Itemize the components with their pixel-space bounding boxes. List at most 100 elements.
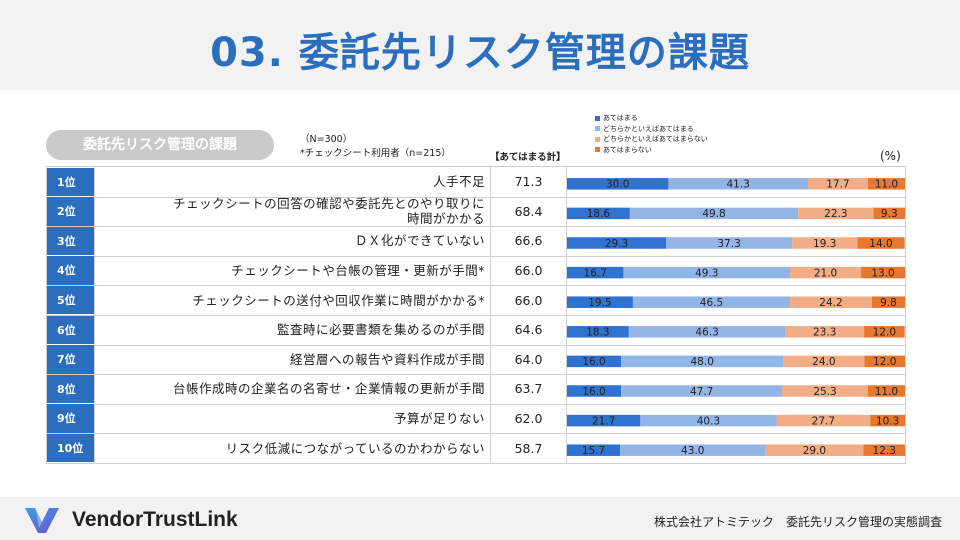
bar-segment bbox=[807, 178, 868, 190]
row-divider bbox=[47, 433, 905, 435]
issue-label-line: 予算が足りない bbox=[393, 411, 485, 427]
bar-value-label: 37.3 bbox=[717, 238, 740, 250]
row-divider bbox=[47, 374, 905, 376]
legend-label: どちらかといえばあてはまる bbox=[603, 124, 694, 133]
bar-value-label: 47.7 bbox=[690, 386, 713, 398]
bar-value-label: 13.0 bbox=[871, 267, 894, 279]
legend-swatch bbox=[595, 126, 600, 132]
issue-label-line: 人手不足 bbox=[432, 174, 485, 190]
issue-label-line: 経営層への報告や資料作成が手間 bbox=[289, 351, 485, 367]
rank-cell: 4位 bbox=[47, 256, 94, 285]
legend-item: どちらかといえばあてはまる bbox=[595, 124, 708, 135]
bar-value-label: 40.3 bbox=[697, 415, 720, 427]
bar-value-label: 16.7 bbox=[584, 267, 607, 279]
bar-value-label: 19.3 bbox=[813, 238, 836, 250]
bar-segment bbox=[863, 444, 905, 456]
legend-item: あてはまる bbox=[595, 113, 708, 124]
bar-value-label: 21.7 bbox=[592, 415, 615, 427]
sample-size-note: （N=300） bbox=[300, 134, 353, 145]
bar-segment bbox=[873, 207, 905, 220]
bar-value-label: 11.0 bbox=[875, 386, 898, 398]
issue-label: 監査時に必要書類を集めるのが手間 bbox=[95, 315, 489, 345]
bar-value-label: 18.3 bbox=[586, 327, 609, 339]
bar-value-label: 24.0 bbox=[812, 356, 835, 368]
bar-segment bbox=[668, 178, 808, 190]
bar-value-label: 16.0 bbox=[582, 386, 605, 398]
legend-label: どちらかといえばあてはまらない bbox=[603, 135, 708, 144]
rank-cell: 7位 bbox=[47, 345, 94, 374]
total-value: 68.4 bbox=[514, 203, 543, 219]
row-divider bbox=[47, 344, 905, 346]
bar-value-label: 49.8 bbox=[702, 208, 725, 220]
issue-label-line: チェックシートや台帳の管理・更新が手間* bbox=[231, 263, 485, 279]
issue-label: 経営層への報告や資料作成が手間 bbox=[95, 345, 489, 375]
bar-segment bbox=[871, 296, 905, 308]
issue-label-line: リスク低減につながっているのかわからない bbox=[225, 440, 485, 456]
bar-value-label: 23.3 bbox=[813, 327, 836, 339]
bar-segment bbox=[628, 326, 786, 338]
bar-segment bbox=[857, 237, 905, 249]
bar-segment bbox=[776, 414, 871, 427]
bar-segment bbox=[867, 178, 905, 190]
issue-label: 台帳作成時の企業名の名寄せ・企業情報の更新が手間 bbox=[95, 374, 489, 404]
bar-segment bbox=[567, 178, 669, 190]
row-divider bbox=[47, 315, 905, 316]
bar-value-label: 30.0 bbox=[606, 179, 629, 191]
bar-segment bbox=[620, 444, 766, 456]
total-value: 66.6 bbox=[514, 233, 543, 249]
legend-label: あてはまらない bbox=[603, 145, 652, 154]
total-value: 62.0 bbox=[514, 411, 543, 427]
total-value: 63.7 bbox=[514, 381, 543, 397]
bar-segment bbox=[790, 266, 862, 279]
total-value: 66.0 bbox=[514, 292, 543, 308]
bar-value-label: 48.0 bbox=[691, 356, 714, 368]
issue-label: リスク低減につながっているのかわからない bbox=[95, 433, 489, 463]
total-value: 64.0 bbox=[514, 351, 543, 367]
bar-value-label: 41.3 bbox=[727, 179, 750, 191]
bar-value-label: 29.3 bbox=[605, 238, 628, 250]
bar-segment bbox=[864, 326, 905, 338]
survey-credit: 株式会社アトミテック 委託先リスク管理の実態調査 bbox=[653, 515, 942, 529]
column-divider bbox=[566, 167, 567, 463]
bar-value-label: 16.0 bbox=[582, 356, 605, 368]
bar-segment bbox=[621, 355, 784, 368]
bar-segment bbox=[567, 385, 622, 397]
legend-swatch bbox=[595, 136, 600, 142]
bar-segment bbox=[567, 355, 622, 368]
issue-label-line: 時間がかかる bbox=[406, 211, 485, 227]
issue-label: 人手不足 bbox=[95, 167, 489, 197]
legend-item: あてはまらない bbox=[595, 145, 708, 156]
header-band bbox=[0, 0, 960, 90]
bar-value-label: 27.7 bbox=[812, 415, 835, 427]
issue-label-line: チェックシートの回答の確認や委託先とのやり取りに bbox=[173, 196, 485, 212]
percent-unit: (%) bbox=[880, 149, 901, 163]
bar-segment bbox=[632, 296, 791, 308]
bar-segment bbox=[864, 355, 905, 368]
bar-value-label: 24.2 bbox=[819, 297, 842, 309]
issue-label-line: 監査時に必要書類を集めるのが手間 bbox=[276, 322, 485, 338]
total-column-header: 【あてはまる計】 bbox=[490, 152, 566, 163]
bar-value-label: 17.7 bbox=[826, 179, 849, 191]
legend-swatch bbox=[595, 115, 600, 121]
ranking-table: 30.0 41.3 17.7 11.0 18.6 49.8 22.3 9.3 29.3 37.3 1… bbox=[46, 166, 906, 464]
rank-cell: 2位 bbox=[47, 197, 94, 226]
bar-segment bbox=[640, 414, 777, 427]
column-divider bbox=[94, 167, 95, 463]
bar-value-label: 9.8 bbox=[880, 297, 897, 309]
bar-segment bbox=[567, 444, 621, 456]
total-value: 71.3 bbox=[514, 174, 543, 190]
column-divider bbox=[490, 167, 491, 463]
bar-segment bbox=[621, 385, 783, 397]
brand-logo-icon bbox=[25, 508, 59, 533]
bar-segment bbox=[765, 444, 864, 456]
total-value: 66.0 bbox=[514, 263, 543, 279]
issue-label-line: 台帳作成時の企業名の名寄せ・企業情報の更新が手間 bbox=[172, 381, 485, 397]
bar-segment bbox=[790, 296, 872, 308]
bar-segment bbox=[783, 355, 865, 368]
bar-segment bbox=[567, 326, 629, 338]
chart-legend: あてはまる どちらかといえばあてはまるどちらかといえばあてはまらない あてはまらない bbox=[595, 113, 708, 155]
row-divider bbox=[47, 255, 905, 257]
bar-value-label: 18.6 bbox=[587, 208, 611, 220]
rank-cell: 5位 bbox=[47, 285, 94, 315]
bar-value-label: 12.0 bbox=[873, 327, 896, 339]
